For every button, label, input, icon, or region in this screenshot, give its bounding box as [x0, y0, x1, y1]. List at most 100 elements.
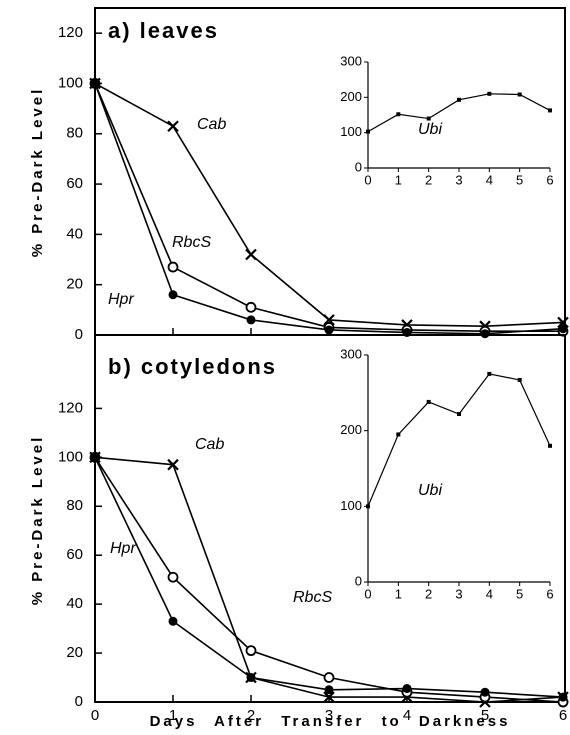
x-tick-label: 2: [247, 707, 255, 724]
y-tick-label: 80: [66, 125, 83, 142]
marker-filled-circle: [480, 329, 490, 339]
x-tick-label: 4: [403, 707, 411, 724]
marker-filled-circle: [558, 324, 568, 334]
marker-square: [517, 92, 522, 97]
y-tick-label: 60: [66, 546, 83, 563]
inset-axes: [367, 355, 550, 583]
marker-square: [426, 116, 431, 121]
inset-y-tick-label: 0: [355, 159, 362, 174]
marker-open-circle: [245, 301, 257, 313]
marker-filled-circle: [168, 616, 178, 626]
marker-open-circle: [167, 261, 179, 273]
marker-square: [548, 108, 552, 113]
series-label: Hpr: [110, 540, 136, 557]
marker-filled-circle: [324, 685, 334, 695]
panel-title: a) leaves: [108, 18, 219, 43]
series-line: [94, 456, 564, 698]
x-axis-label: Days After Transfer to Darkness: [150, 713, 511, 730]
marker-x: [167, 120, 179, 133]
marker-square: [457, 412, 461, 417]
marker-x: [245, 248, 257, 261]
marker-open-circle: [245, 645, 257, 657]
inset-y-tick-label: 200: [340, 422, 362, 437]
inset-y-tick-label: 100: [340, 124, 362, 139]
inset-x-tick-label: 1: [395, 172, 402, 187]
inset-x-tick-label: 5: [516, 586, 523, 601]
x-tick-label: 6: [559, 707, 567, 724]
x-tick-label: 1: [169, 707, 177, 724]
series-label: Cab: [197, 116, 226, 133]
y-axis-label: % Pre-Dark Level: [29, 435, 46, 606]
y-tick-label: 40: [66, 595, 83, 612]
inset-x-tick-label: 6: [546, 586, 553, 601]
inset-y-tick-label: 300: [340, 53, 362, 68]
inset-y-tick-label: 300: [340, 346, 362, 361]
marker-square: [487, 371, 492, 376]
marker-square: [548, 443, 552, 448]
y-tick-label: 0: [75, 326, 83, 343]
marker-filled-circle: [168, 290, 178, 300]
inset-x-tick-label: 2: [425, 586, 432, 601]
inset-x-tick-label: 6: [546, 172, 553, 187]
y-tick-label: 120: [58, 24, 83, 41]
x-tick-label: 0: [91, 707, 99, 724]
marker-square: [366, 504, 370, 509]
inset-axes: [367, 62, 550, 169]
inset-x-tick-label: 2: [425, 172, 432, 187]
marker-open-circle: [167, 571, 179, 583]
inset-x-tick-label: 3: [455, 586, 462, 601]
marker-square: [396, 432, 401, 437]
series-line: [94, 82, 564, 327]
marker-x: [323, 691, 335, 703]
y-tick-label: 100: [58, 74, 83, 91]
inset-x-tick-label: 5: [516, 172, 523, 187]
y-axis-label: % Pre-Dark Level: [29, 87, 46, 258]
series-label: Hpr: [108, 291, 134, 308]
inset-y-tick-label: 200: [340, 89, 362, 104]
marker-filled-circle: [558, 692, 568, 702]
x-tick-label: 5: [481, 707, 489, 724]
plot-frame: [94, 334, 566, 703]
y-tick-label: 120: [58, 399, 83, 416]
marker-square: [426, 399, 431, 404]
marker-x: [167, 458, 179, 471]
y-tick-label: 0: [75, 693, 83, 710]
inset-y-tick-label: 0: [355, 573, 362, 588]
marker-square: [517, 377, 522, 382]
y-tick-label: 80: [66, 497, 83, 514]
series-line: [367, 373, 551, 507]
x-tick-label: 3: [325, 707, 333, 724]
plot-frame: [94, 7, 566, 336]
series-line: [94, 456, 564, 703]
y-tick-label: 40: [66, 225, 83, 242]
panel-title: b) cotyledons: [108, 354, 277, 379]
marker-filled-circle: [90, 78, 100, 88]
marker-filled-circle: [246, 315, 256, 325]
inset-x-tick-label: 0: [364, 586, 371, 601]
y-tick-label: 20: [66, 644, 83, 661]
marker-filled-circle: [480, 687, 490, 697]
series-label: Ubi: [418, 121, 442, 138]
marker-square: [396, 112, 401, 117]
marker-square: [366, 129, 370, 134]
inset-x-tick-label: 1: [395, 586, 402, 601]
inset-x-tick-label: 3: [455, 172, 462, 187]
y-tick-label: 100: [58, 448, 83, 465]
series-label: RbcS: [172, 234, 211, 251]
marker-open-circle: [323, 672, 335, 683]
marker-square: [457, 97, 461, 102]
marker-filled-circle: [402, 684, 412, 694]
inset-y-tick-label: 100: [340, 498, 362, 513]
series-label: Cab: [195, 436, 224, 453]
series-label: Ubi: [418, 482, 442, 499]
marker-filled-circle: [90, 452, 100, 462]
y-tick-label: 60: [66, 175, 83, 192]
y-tick-label: 20: [66, 276, 83, 293]
series-line: [94, 456, 564, 703]
marker-filled-circle: [246, 673, 256, 683]
series-label: RbcS: [293, 589, 332, 606]
marker-filled-circle: [324, 325, 334, 335]
inset-x-tick-label: 0: [364, 172, 371, 187]
marker-square: [487, 91, 492, 96]
